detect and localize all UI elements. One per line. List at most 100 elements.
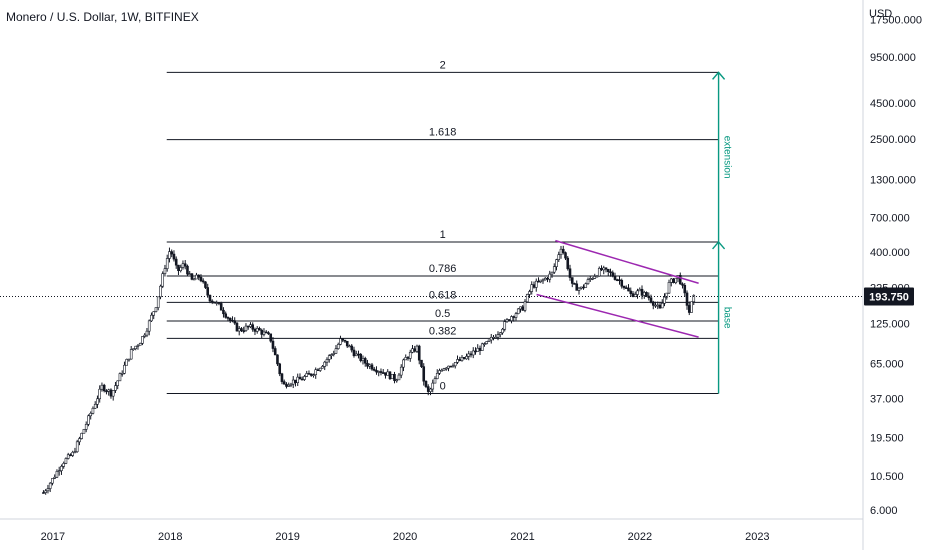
- candle-body: [422, 366, 426, 382]
- candle-body: [690, 301, 693, 313]
- candle-body: [42, 492, 45, 494]
- candle-body: [411, 348, 414, 353]
- candle-body: [534, 280, 538, 288]
- candle-body: [208, 294, 212, 302]
- candle-body: [289, 383, 293, 386]
- candle-body: [102, 384, 106, 392]
- price-tick-label: 19.500: [870, 433, 904, 445]
- fib-level-label: 0.618: [429, 289, 457, 301]
- candle-body: [618, 279, 621, 281]
- candle-body: [451, 365, 455, 368]
- candle-body: [674, 277, 678, 283]
- candle-body: [82, 429, 86, 434]
- candle-body: [406, 357, 410, 359]
- candle-body: [525, 294, 529, 303]
- candle-body: [174, 258, 178, 266]
- candle-body: [577, 287, 581, 291]
- candle-body: [51, 478, 54, 484]
- candle-body: [343, 339, 347, 342]
- candle-body: [123, 364, 126, 374]
- fibonacci-levels: 2 1.618 1 0.786 0.618 0.5 0.382 0: [166, 59, 719, 394]
- candle-body: [298, 376, 302, 380]
- time-axis[interactable]: 2017 2018 2019 2020 2021 2022 2023: [41, 531, 770, 543]
- candle-body: [438, 370, 441, 374]
- candle-body: [665, 292, 669, 298]
- candle-body: [546, 277, 549, 280]
- candle-body: [397, 374, 401, 381]
- price-tick-label: 4500.000: [870, 98, 916, 110]
- candle-body: [345, 340, 349, 347]
- candle-body: [489, 337, 493, 341]
- candle-body: [505, 319, 509, 322]
- candle-body: [485, 341, 489, 344]
- candle-body: [264, 331, 268, 334]
- candle-body: [672, 278, 675, 283]
- candle-body: [78, 438, 81, 443]
- candle-body: [260, 329, 264, 335]
- candle-body: [658, 304, 662, 309]
- candle-body: [584, 283, 588, 288]
- candle-body: [512, 316, 516, 318]
- candle-body: [80, 432, 83, 439]
- candle-body: [395, 379, 399, 382]
- candle-body: [271, 340, 275, 349]
- candle-body: [530, 284, 534, 292]
- candle-body: [154, 307, 158, 312]
- candle-body: [480, 343, 484, 351]
- candle-body: [71, 451, 74, 456]
- candle-body: [291, 379, 295, 385]
- channel-upper-line: [555, 239, 699, 284]
- candle-body: [125, 359, 129, 366]
- candle-body: [678, 275, 682, 285]
- candle-body: [60, 466, 63, 471]
- candle-body: [255, 328, 259, 332]
- candle-body: [521, 306, 525, 311]
- last-price-marker: 193.750: [0, 287, 914, 306]
- candle-body: [447, 365, 450, 369]
- candle-body: [381, 372, 385, 374]
- extension-label: extension: [722, 136, 733, 179]
- trend-channel: [536, 239, 699, 338]
- candle-body: [368, 364, 372, 367]
- fib-level-label: 0.786: [429, 263, 457, 275]
- candle-body: [334, 348, 338, 354]
- candle-body: [348, 345, 351, 348]
- candle-body: [636, 290, 639, 295]
- candle-body: [582, 286, 585, 289]
- candle-body: [316, 369, 320, 372]
- candle-body: [48, 482, 52, 489]
- fib-level-label: 0.382: [429, 325, 457, 337]
- candle-body: [172, 253, 176, 260]
- candle-body: [449, 365, 453, 368]
- candle-body: [163, 268, 167, 274]
- candle-body: [638, 288, 642, 292]
- price-tick-label: 125.000: [870, 318, 910, 330]
- candle-body: [300, 378, 304, 381]
- candle-body: [609, 271, 612, 273]
- candle-body: [134, 345, 138, 350]
- candle-body: [100, 384, 104, 390]
- time-tick-label: 2019: [275, 531, 299, 543]
- candle-body: [195, 274, 198, 280]
- candle-body: [372, 368, 376, 371]
- candle-body: [687, 305, 691, 313]
- candle-body: [69, 454, 72, 457]
- channel-lower-line: [536, 293, 699, 338]
- candle-body: [606, 268, 610, 272]
- candle-body: [602, 267, 606, 271]
- candle-body: [379, 371, 383, 373]
- candle-body: [204, 281, 207, 288]
- candle-body: [231, 319, 234, 322]
- candle-body: [440, 369, 444, 372]
- candle-body: [282, 381, 286, 385]
- candle-body: [467, 353, 471, 357]
- candle-body: [431, 382, 435, 390]
- candle-body: [321, 366, 324, 369]
- candle-body: [456, 359, 459, 363]
- candle-body: [267, 332, 270, 335]
- candle-body: [429, 388, 432, 392]
- candle-body: [332, 353, 336, 355]
- candle-body: [514, 313, 518, 318]
- base-label: base: [722, 307, 733, 329]
